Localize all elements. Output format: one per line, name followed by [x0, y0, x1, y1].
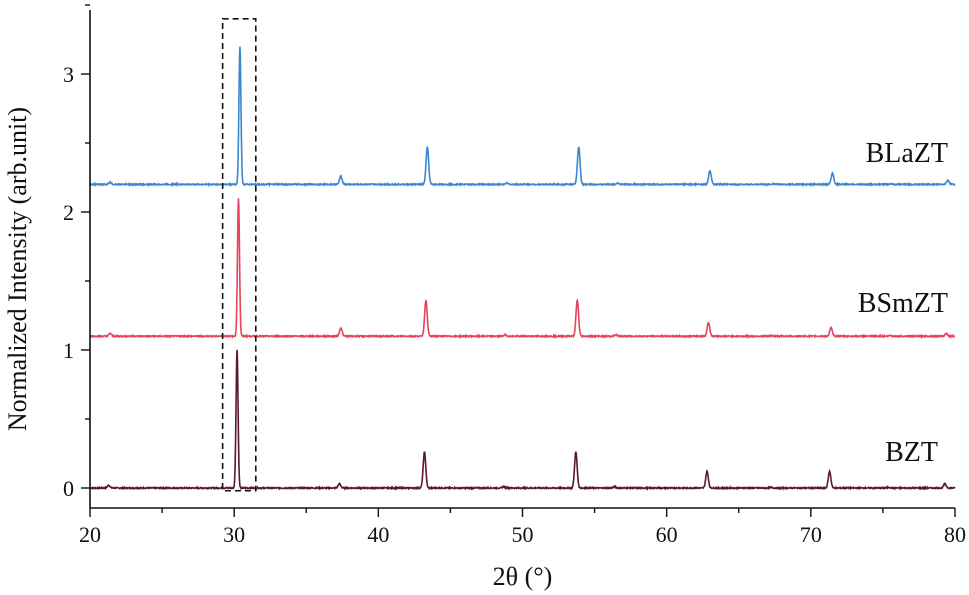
- series-label-bzt: BZT: [885, 437, 938, 468]
- x-tick-label: 30: [223, 522, 245, 547]
- axes: [89, 10, 955, 509]
- x-tick-label: 60: [656, 522, 678, 547]
- series-label-bsmzt: BSmZT: [858, 288, 948, 319]
- series-line-blazt: [89, 46, 956, 188]
- y-tick-label: 2: [63, 200, 74, 225]
- x-tick-label: 70: [800, 522, 822, 547]
- y-tick-label: 3: [63, 62, 74, 87]
- x-tick-label: 40: [367, 522, 389, 547]
- series-line-bsmzt: [89, 198, 956, 340]
- x-axis-title: 2θ (°): [493, 562, 553, 591]
- x-tick-label: 50: [512, 522, 534, 547]
- series-label-blazt: BLaZT: [866, 138, 948, 169]
- series-traces: [89, 46, 956, 491]
- y-axis-title: Normalized Intensity (arb.unit): [3, 107, 32, 431]
- series-line-bzt: [89, 349, 956, 491]
- y-tick-label: 1: [63, 338, 74, 363]
- x-axis-ticks: 20 30 40 50 60 70 80: [79, 508, 966, 547]
- series-labels: BZT BSmZT BLaZT: [858, 138, 948, 468]
- peak-highlight-box: [221, 17, 257, 492]
- y-tick-label: 0: [63, 476, 74, 501]
- x-tick-label: 20: [79, 522, 101, 547]
- dashed-highlight-rect: [221, 17, 257, 492]
- y-axis-ticks: 0 1 2 3: [63, 4, 90, 501]
- x-tick-label: 80: [944, 522, 966, 547]
